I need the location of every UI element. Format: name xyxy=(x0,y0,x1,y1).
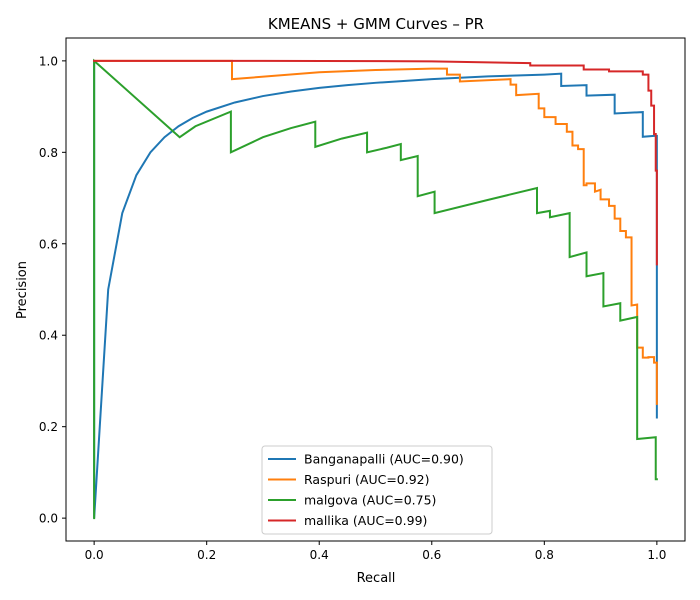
y-tick-label: 0.2 xyxy=(39,420,58,434)
y-tick-label: 0.4 xyxy=(39,329,58,343)
legend-box xyxy=(261,445,493,535)
series-line-2 xyxy=(93,58,658,520)
x-tick-label: 1.0 xyxy=(647,548,666,562)
legend: Banganapalli (AUC=0.90) Raspuri (AUC=0.92… xyxy=(261,445,493,535)
legend-label-2: malgova (AUC=0.75) xyxy=(304,493,436,508)
series-line-1 xyxy=(93,59,658,405)
x-tick-label: 0.8 xyxy=(535,548,554,562)
legend-label-0: Banganapalli (AUC=0.90) xyxy=(304,452,464,467)
series-line-3 xyxy=(93,59,658,266)
plot-area xyxy=(65,37,686,542)
series-line-0 xyxy=(93,59,658,519)
legend-label-3: mallika (AUC=0.99) xyxy=(304,513,427,528)
x-axis-label: Recall xyxy=(357,571,396,586)
y-tick-label: 0.6 xyxy=(39,237,58,251)
x-tick-label: 0.6 xyxy=(422,548,441,562)
x-tick-label: 0.4 xyxy=(310,548,329,562)
x-tick-label: 0.2 xyxy=(197,548,216,562)
plot-frame xyxy=(65,37,686,542)
y-axis-label: Precision xyxy=(15,261,30,319)
y-tick-label: 1.0 xyxy=(39,54,58,68)
x-tick-label: 0.0 xyxy=(85,548,104,562)
chart-title: KMEANS + GMM Curves – PR xyxy=(268,15,484,33)
x-axis: 0.0 0.2 0.4 0.6 0.8 1.0 xyxy=(85,541,666,562)
y-tick-label: 0.8 xyxy=(39,146,58,160)
y-tick-label: 0.0 xyxy=(39,512,58,526)
legend-label-1: Raspuri (AUC=0.92) xyxy=(304,472,430,487)
y-axis: 0.0 0.2 0.4 0.6 0.8 1.0 xyxy=(39,54,66,526)
